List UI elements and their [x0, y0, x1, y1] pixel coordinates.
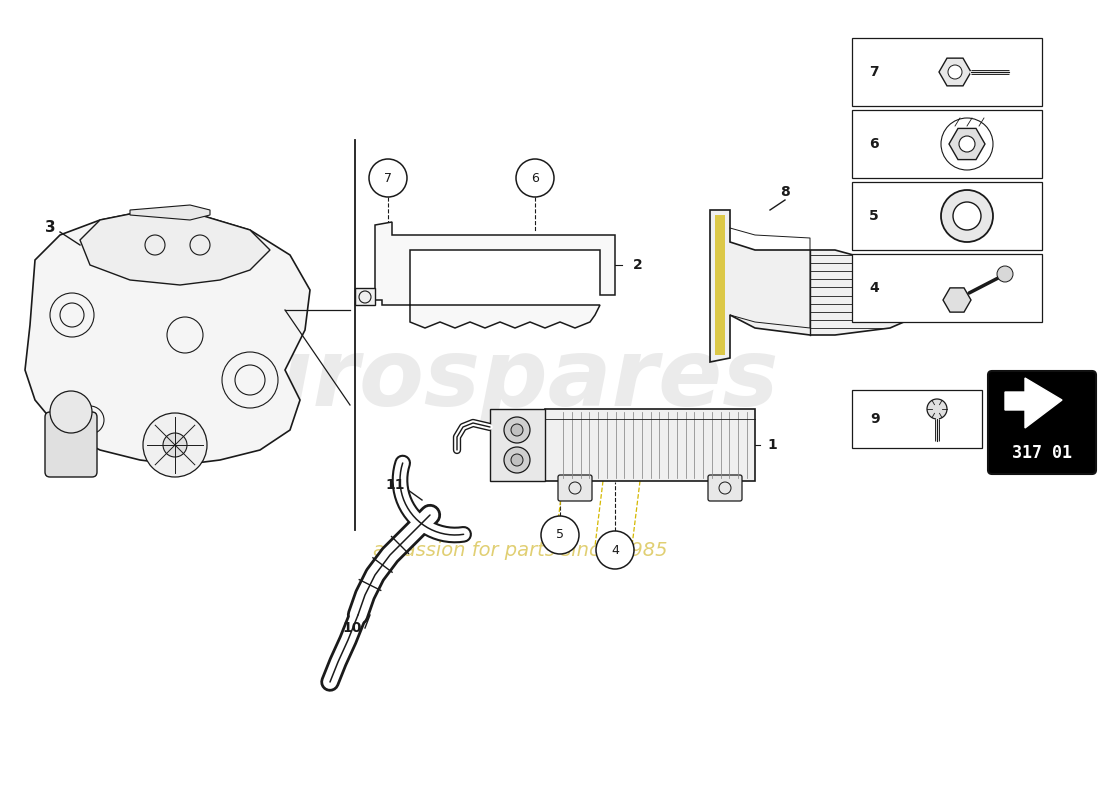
Text: 9: 9: [948, 294, 956, 306]
Polygon shape: [939, 58, 971, 86]
Circle shape: [927, 399, 947, 419]
Polygon shape: [949, 129, 984, 159]
Polygon shape: [25, 210, 310, 465]
Text: 1: 1: [767, 438, 777, 452]
Text: 4: 4: [869, 281, 879, 295]
Text: 6: 6: [869, 137, 879, 151]
Text: 7: 7: [869, 65, 879, 79]
Circle shape: [163, 433, 187, 457]
Text: 4: 4: [612, 543, 619, 557]
Text: 11: 11: [385, 478, 405, 492]
Polygon shape: [130, 205, 210, 220]
Circle shape: [933, 281, 971, 319]
Text: 7: 7: [384, 171, 392, 185]
Polygon shape: [943, 288, 971, 312]
Text: eurospares: eurospares: [182, 334, 779, 426]
Circle shape: [997, 266, 1013, 282]
Text: 8: 8: [780, 185, 790, 199]
Circle shape: [541, 516, 579, 554]
Circle shape: [596, 531, 634, 569]
Circle shape: [512, 424, 522, 436]
Polygon shape: [715, 215, 725, 355]
FancyBboxPatch shape: [558, 475, 592, 501]
Bar: [852, 182, 1042, 250]
FancyBboxPatch shape: [708, 475, 742, 501]
Polygon shape: [1005, 378, 1062, 428]
Text: 10: 10: [342, 621, 362, 635]
Bar: [852, 110, 1042, 178]
Polygon shape: [710, 210, 920, 362]
Text: 5: 5: [869, 209, 879, 223]
Text: 6: 6: [531, 171, 539, 185]
Polygon shape: [355, 288, 375, 305]
Circle shape: [504, 447, 530, 473]
Circle shape: [948, 65, 962, 79]
FancyBboxPatch shape: [45, 412, 97, 477]
Polygon shape: [375, 222, 615, 328]
FancyBboxPatch shape: [988, 371, 1096, 474]
Bar: [852, 390, 982, 448]
FancyBboxPatch shape: [544, 409, 755, 481]
FancyBboxPatch shape: [490, 409, 544, 481]
Circle shape: [504, 417, 530, 443]
Circle shape: [512, 454, 522, 466]
Text: 5: 5: [556, 529, 564, 542]
Text: a passion for parts since 1985: a passion for parts since 1985: [373, 541, 668, 559]
Text: 9: 9: [870, 412, 880, 426]
Text: 3: 3: [45, 221, 55, 235]
Polygon shape: [80, 210, 270, 285]
Circle shape: [50, 391, 92, 433]
Circle shape: [516, 159, 554, 197]
Text: 2: 2: [634, 258, 642, 272]
Circle shape: [959, 136, 975, 152]
Bar: [852, 38, 1042, 106]
Bar: [852, 254, 1042, 322]
Circle shape: [368, 159, 407, 197]
Circle shape: [143, 413, 207, 477]
Text: 317 01: 317 01: [1012, 444, 1072, 462]
Circle shape: [940, 190, 993, 242]
Circle shape: [953, 202, 981, 230]
